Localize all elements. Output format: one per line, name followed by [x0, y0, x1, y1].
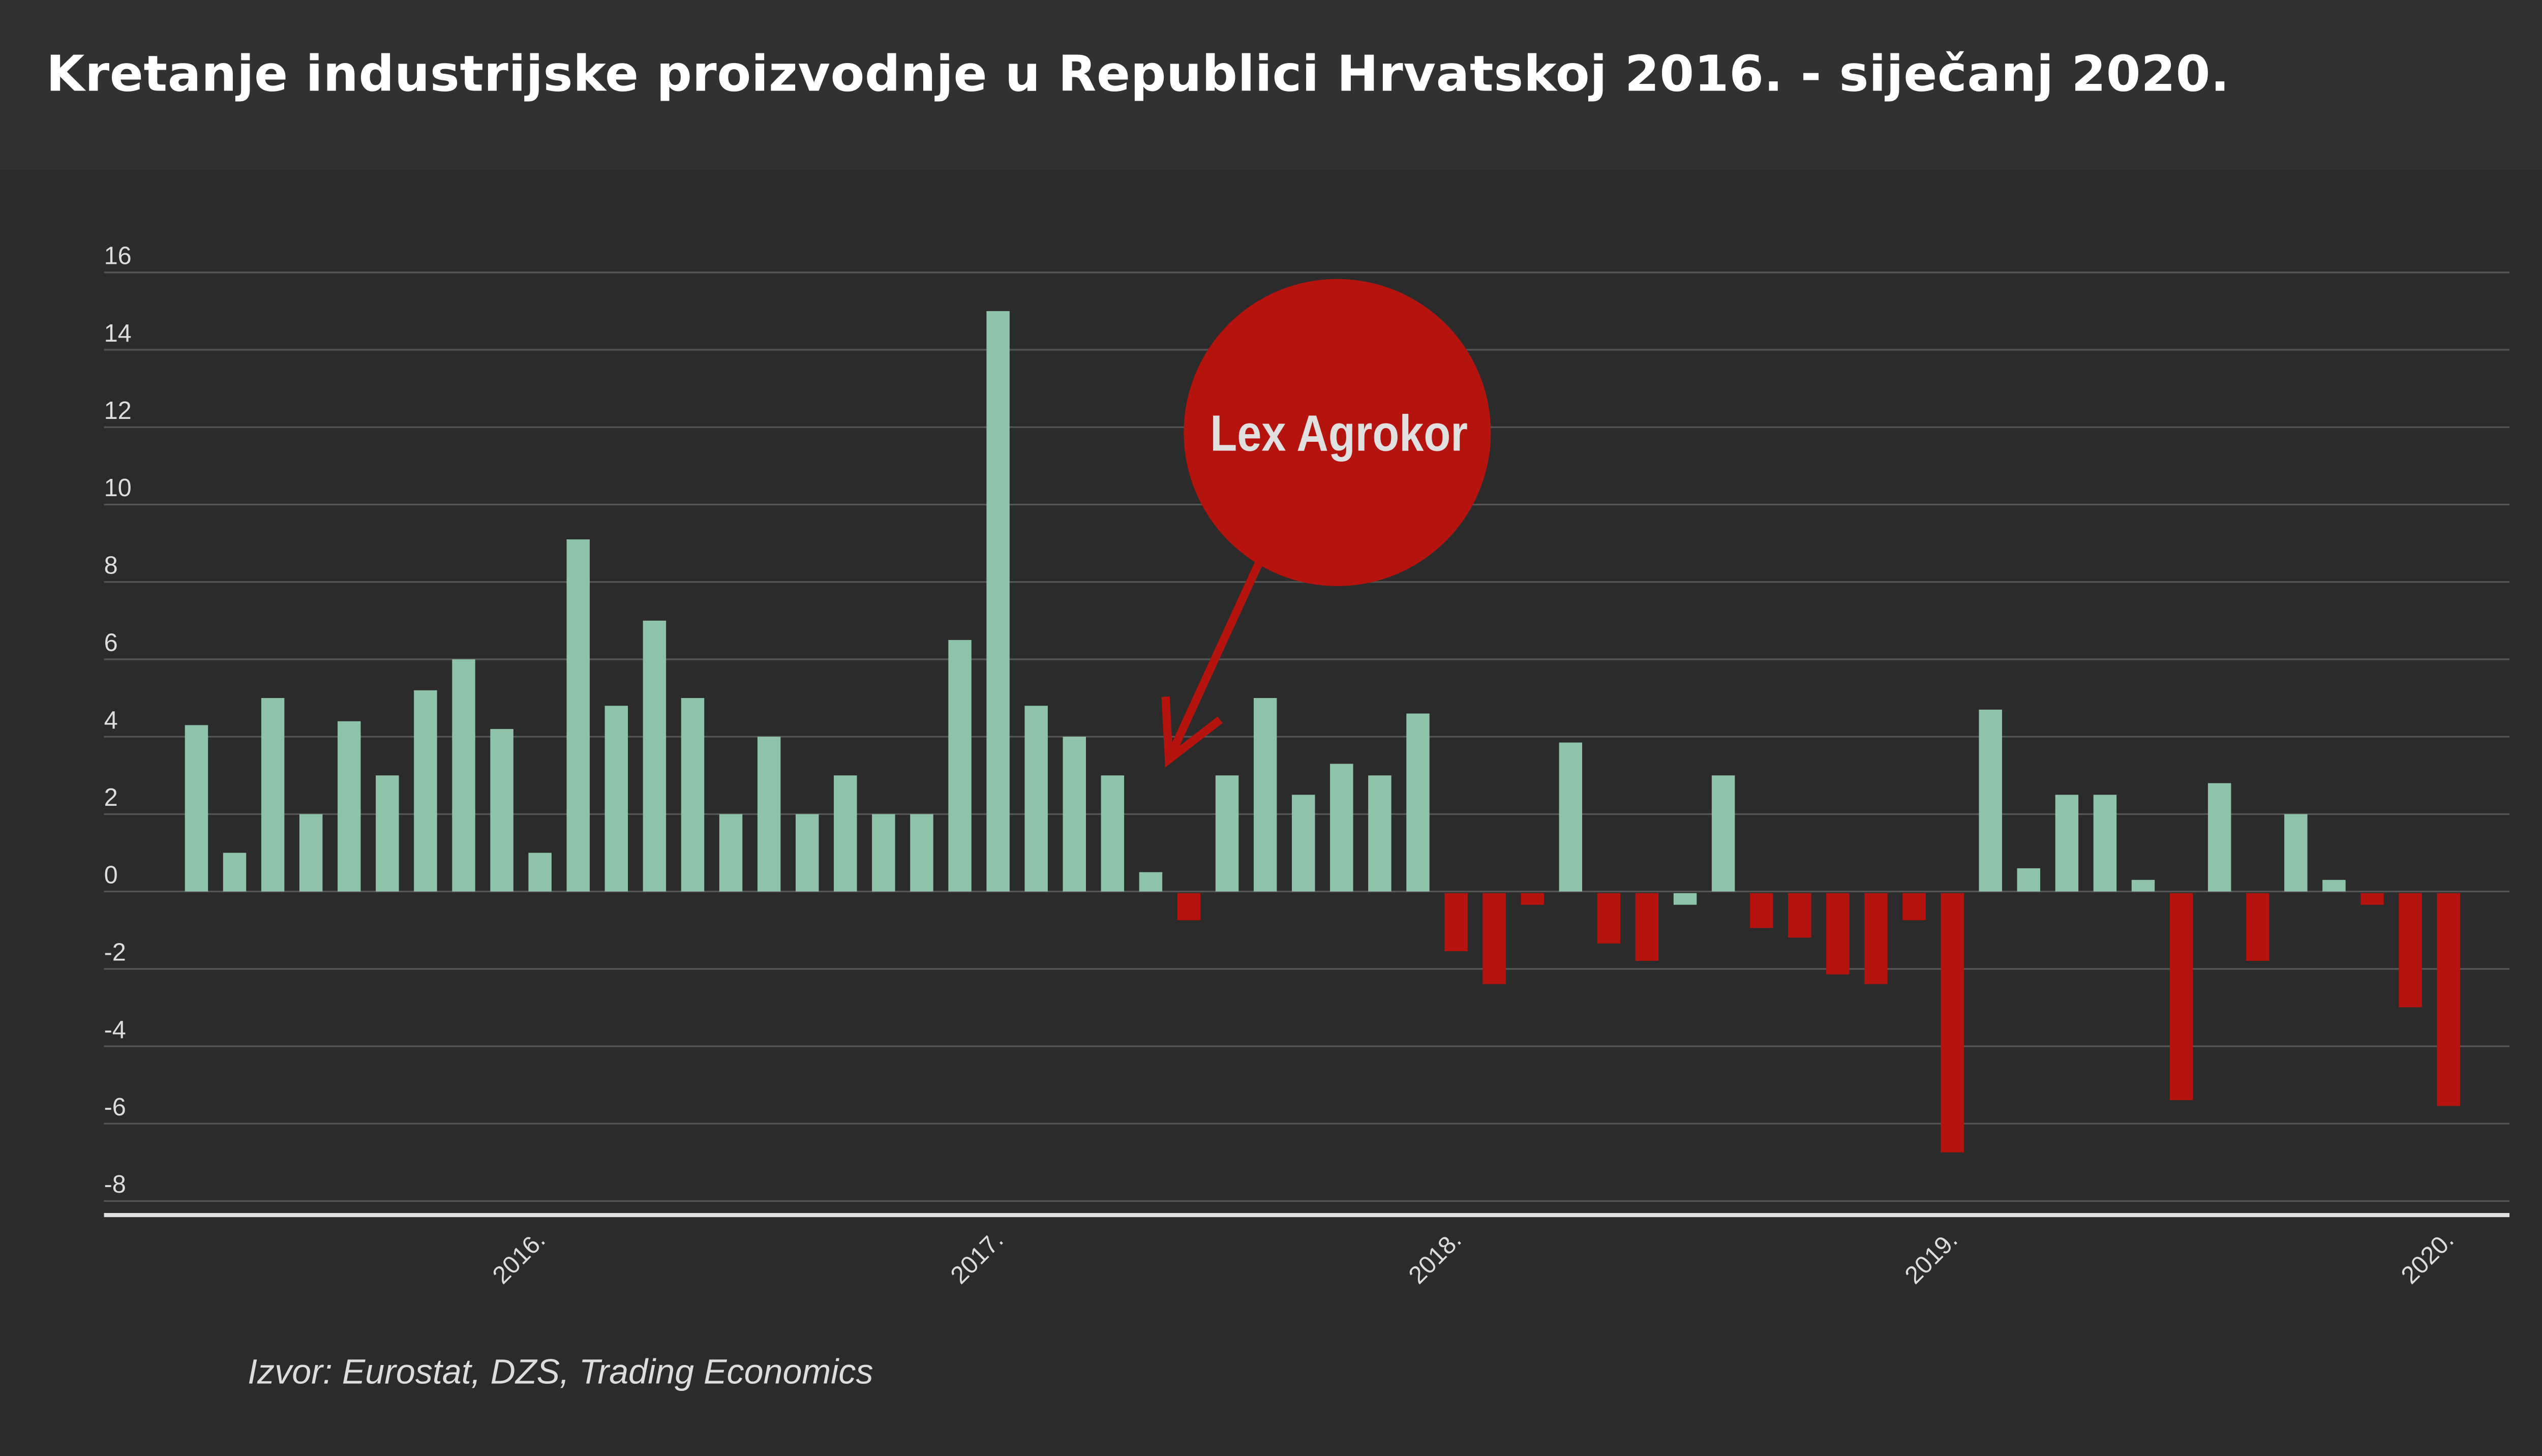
bar — [299, 814, 323, 892]
y-tick-label: -4 — [104, 1016, 126, 1044]
y-tick-label: 2 — [104, 784, 118, 811]
bar — [1482, 893, 1506, 984]
bar — [1673, 893, 1697, 905]
y-tick-label: 12 — [104, 397, 132, 424]
bar — [1826, 893, 1850, 975]
bar — [2169, 893, 2193, 1101]
bar — [2055, 795, 2079, 892]
bar — [1253, 698, 1277, 892]
bar — [1941, 893, 1964, 1152]
y-tick-label: 16 — [104, 242, 132, 270]
bar — [2246, 893, 2269, 961]
bar — [1406, 713, 1430, 892]
bar — [604, 706, 628, 892]
y-tick-label: 14 — [104, 320, 132, 347]
bar — [1635, 893, 1659, 961]
annotation-bubble — [1184, 279, 1491, 586]
bar — [1559, 742, 1583, 892]
bar — [795, 814, 819, 892]
bar — [2322, 879, 2346, 892]
bar — [376, 775, 399, 892]
bar — [528, 853, 552, 892]
bar — [1368, 775, 1391, 892]
y-tick-label: 0 — [104, 861, 118, 889]
x-tick-label: 2020. — [2396, 1226, 2459, 1289]
header-band: Kretanje industrijske proizvodnje u Repu… — [0, 0, 2542, 170]
x-tick-label: 2018. — [1403, 1226, 1466, 1289]
annotation-arrow — [1165, 559, 1264, 762]
bar — [757, 737, 781, 892]
bar — [1749, 893, 1773, 928]
bar — [1711, 775, 1735, 892]
bar — [452, 659, 475, 892]
bar — [910, 814, 933, 892]
bar — [1521, 893, 1544, 905]
chart-title: Kretanje industrijske proizvodnje u Repu… — [46, 46, 2230, 104]
source-note: Izvor: Eurostat, DZS, Trading Economics — [248, 1353, 873, 1392]
bar — [1444, 893, 1468, 952]
bar — [2207, 783, 2231, 892]
bar — [566, 539, 590, 892]
y-tick-label: -2 — [104, 939, 126, 966]
bar — [414, 690, 437, 892]
bar — [1177, 893, 1201, 921]
bar — [2093, 795, 2117, 892]
bar — [2361, 893, 2384, 905]
bar — [338, 721, 361, 892]
bar — [2017, 868, 2041, 892]
y-tick-label: 10 — [104, 474, 132, 502]
bar — [261, 698, 285, 892]
bar — [1902, 893, 1926, 921]
bar — [1788, 893, 1811, 938]
x-tick-label: 2019. — [1900, 1226, 1963, 1289]
bar — [1330, 764, 1353, 892]
bar — [2437, 893, 2460, 1106]
bar — [1101, 775, 1125, 892]
bar — [223, 853, 247, 892]
y-tick-label: 6 — [104, 629, 118, 657]
bar — [2131, 879, 2155, 892]
y-tick-label: 8 — [104, 552, 118, 579]
bar — [1597, 893, 1621, 944]
bar — [719, 814, 743, 892]
annotation-label: Lex Agrokor — [1210, 405, 1468, 462]
bar — [2399, 893, 2422, 1008]
bar — [872, 814, 895, 892]
x-tick-label: 2016. — [488, 1226, 551, 1289]
bar — [986, 311, 1010, 892]
bar — [948, 640, 972, 892]
y-tick-label: 4 — [104, 707, 118, 734]
bar — [1215, 775, 1239, 892]
bar — [1292, 795, 1315, 892]
y-tick-label: -6 — [104, 1094, 126, 1121]
bar — [2284, 814, 2308, 892]
bar — [681, 698, 705, 892]
bar — [643, 620, 667, 892]
y-tick-label: -8 — [104, 1171, 126, 1198]
bar — [1024, 706, 1048, 892]
bar — [1139, 872, 1163, 892]
bar — [834, 775, 857, 892]
bar — [1864, 893, 1888, 984]
bar — [185, 725, 208, 892]
x-tick-label: 2017. — [946, 1226, 1009, 1289]
bar — [1063, 737, 1086, 892]
arrowhead-icon — [1161, 696, 1223, 768]
bar — [1979, 709, 2002, 892]
bar — [490, 729, 513, 892]
